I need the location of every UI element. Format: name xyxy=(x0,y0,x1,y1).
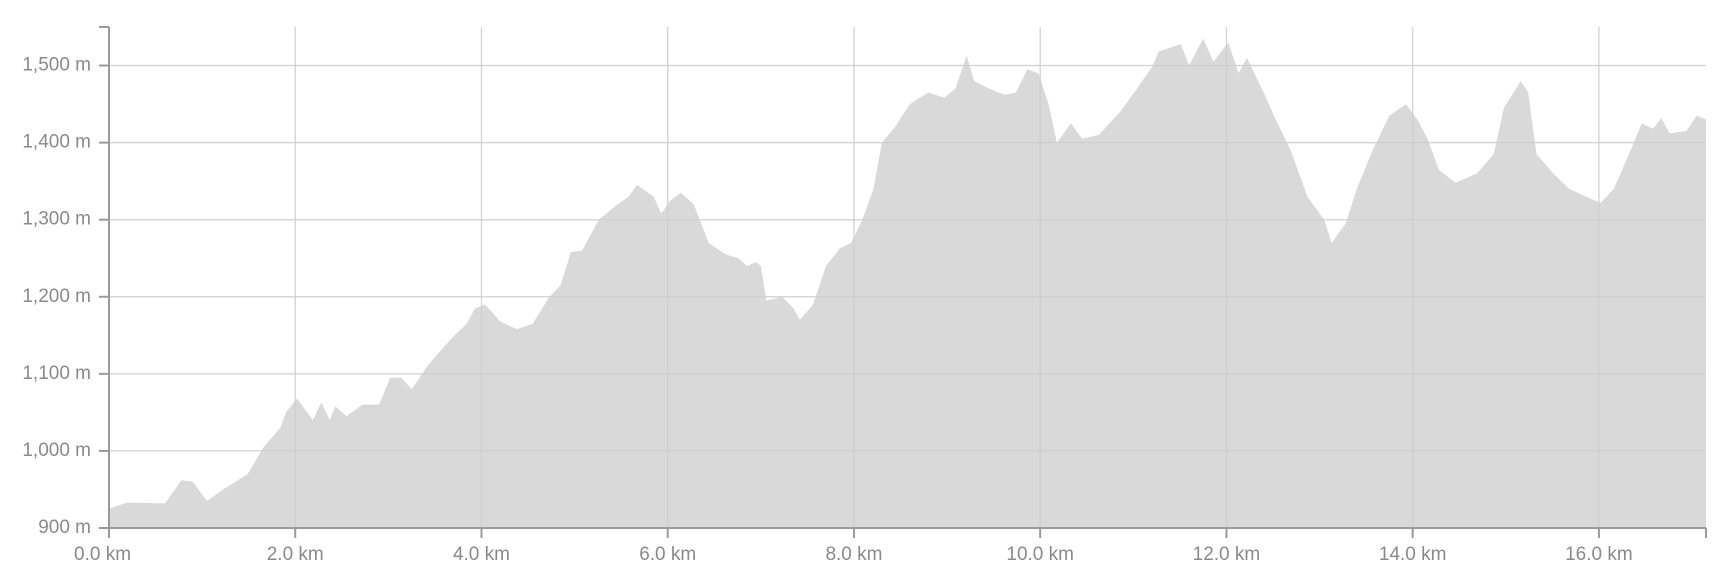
y-tick-label: 1,100 m xyxy=(22,363,91,384)
elevation-area xyxy=(109,38,1706,529)
x-tick-label: 6.0 km xyxy=(639,544,696,565)
x-tick-label: 2.0 km xyxy=(267,544,324,565)
y-tick-label: 1,500 m xyxy=(22,55,91,76)
y-tick-label: 1,400 m xyxy=(22,132,91,153)
y-tick-label: 900 m xyxy=(38,517,91,538)
x-tick-label: 0.0 km xyxy=(74,544,131,565)
x-tick-label: 8.0 km xyxy=(825,544,882,565)
x-tick-label: 14.0 km xyxy=(1379,544,1447,565)
x-tick-label: 12.0 km xyxy=(1193,544,1261,565)
y-tick-label: 1,000 m xyxy=(22,440,91,461)
y-tick-label: 1,300 m xyxy=(22,209,91,230)
y-tick-label: 1,200 m xyxy=(22,286,91,307)
x-tick-label: 16.0 km xyxy=(1565,544,1633,565)
x-tick-label: 4.0 km xyxy=(453,544,510,565)
x-tick-label: 10.0 km xyxy=(1006,544,1074,565)
